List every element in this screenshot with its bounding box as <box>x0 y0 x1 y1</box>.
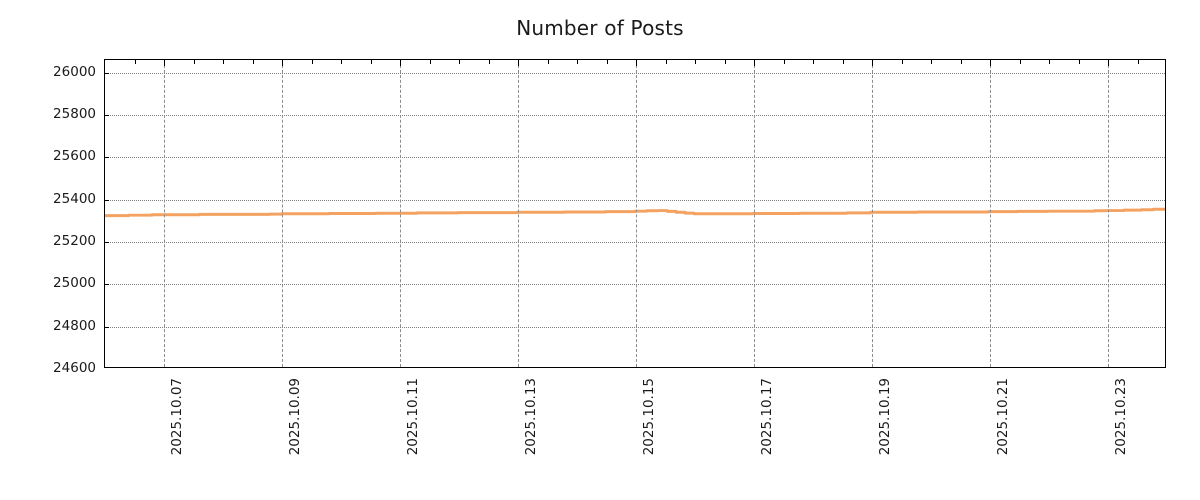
x-axis-tick-mark <box>1108 60 1109 66</box>
x-axis-minor-tick-mark <box>488 60 490 64</box>
gridline-horizontal <box>105 115 1165 117</box>
x-axis-tick-label: 2025.10.15 <box>641 378 657 456</box>
x-axis-tick-mark <box>400 60 401 66</box>
y-axis-tick-label: 25400 <box>53 190 96 207</box>
x-axis-minor-tick-mark <box>547 60 549 64</box>
x-axis-minor-tick-mark <box>1137 60 1139 64</box>
plot-inner <box>105 60 1165 367</box>
x-axis-minor-tick-mark <box>901 60 903 64</box>
x-axis-tick-labels: 2025.10.07 2025.10.09 2025.10.11 2025.10.13… <box>104 368 1166 498</box>
gridline-vertical <box>754 60 755 367</box>
gridline-vertical <box>636 60 637 367</box>
y-axis-tick-mark <box>105 199 109 201</box>
x-axis-tick-label: 2025.10.11 <box>405 378 421 456</box>
y-axis-tick-mark <box>105 242 109 243</box>
x-axis-tick-mark <box>990 60 991 66</box>
y-axis-tick-mark <box>105 115 109 117</box>
x-axis-minor-tick-mark <box>1049 60 1050 64</box>
y-axis-tick-labels: 26000 25800 25600 25400 25200 25000 24800 24600 <box>0 59 96 376</box>
gridline-vertical <box>282 60 283 367</box>
y-axis-tick-label: 25600 <box>53 148 96 165</box>
x-axis-tick-label: 2025.10.23 <box>1113 378 1129 456</box>
x-axis-minor-tick-mark <box>724 60 726 64</box>
x-axis-minor-tick-mark <box>341 60 342 64</box>
x-axis-minor-tick-mark <box>429 60 431 64</box>
x-axis-minor-tick-mark <box>606 60 608 64</box>
x-axis-minor-tick-mark <box>842 60 844 64</box>
x-axis-tick-label: 2025.10.21 <box>995 378 1011 456</box>
gridline-horizontal <box>105 242 1165 243</box>
gridline-horizontal <box>105 326 1165 328</box>
x-axis-tick-label: 2025.10.17 <box>759 378 775 456</box>
x-axis-minor-tick-mark <box>311 60 313 64</box>
x-axis-minor-tick-mark <box>134 60 136 64</box>
x-axis-tick-mark <box>164 60 165 66</box>
x-axis-minor-tick-mark <box>252 60 254 64</box>
x-axis-minor-tick-mark <box>223 60 224 64</box>
x-axis-minor-tick-mark <box>1019 60 1021 64</box>
y-axis-tick-mark <box>105 157 109 159</box>
y-axis-tick-mark <box>105 326 109 328</box>
x-axis-minor-tick-mark <box>813 60 814 64</box>
gridline-vertical <box>1108 60 1109 367</box>
y-axis-tick-label: 26000 <box>53 63 96 80</box>
x-axis-tick-mark <box>754 60 755 66</box>
y-axis-tick-label: 25200 <box>53 233 96 249</box>
x-axis-minor-tick-mark <box>370 60 372 64</box>
y-axis-tick-label: 25800 <box>53 106 96 123</box>
x-axis-tick-label: 2025.10.13 <box>523 378 539 456</box>
gridline-vertical <box>990 60 991 367</box>
x-axis-minor-tick-mark <box>193 60 195 64</box>
y-axis-tick-label: 24800 <box>53 317 96 334</box>
plot-area <box>104 59 1166 368</box>
x-axis-minor-tick-mark <box>577 60 578 64</box>
gridline-horizontal <box>105 199 1165 201</box>
gridline-vertical <box>164 60 165 367</box>
x-axis-tick-mark <box>282 60 283 66</box>
y-axis-tick-mark <box>105 284 109 286</box>
y-axis-tick-label: 24600 <box>53 360 96 376</box>
x-axis-minor-tick-mark <box>931 60 932 64</box>
x-axis-tick-mark <box>872 60 873 66</box>
x-axis-minor-tick-mark <box>1078 60 1080 64</box>
x-axis-minor-tick-mark <box>783 60 785 64</box>
x-axis-minor-tick-mark <box>665 60 667 64</box>
x-axis-tick-label: 2025.10.19 <box>877 378 893 456</box>
gridline-vertical <box>400 60 401 367</box>
data-line-series <box>105 207 1165 218</box>
x-axis-tick-label: 2025.10.07 <box>169 378 185 456</box>
x-axis-tick-mark <box>518 60 519 66</box>
y-axis-tick-mark <box>105 72 109 74</box>
x-axis-minor-tick-mark <box>459 60 460 64</box>
y-axis-tick-label: 25000 <box>53 275 96 292</box>
x-axis-tick-label: 2025.10.09 <box>287 378 303 456</box>
series-polyline <box>105 207 1165 218</box>
gridline-horizontal <box>105 284 1165 286</box>
x-axis-tick-mark <box>636 60 637 66</box>
chart-title: Number of Posts <box>516 16 684 40</box>
gridline-vertical <box>872 60 873 367</box>
x-axis-minor-tick-mark <box>695 60 696 64</box>
gridline-horizontal <box>105 72 1165 74</box>
gridline-vertical <box>518 60 519 367</box>
gridline-horizontal <box>105 157 1165 159</box>
x-axis-minor-tick-mark <box>960 60 962 64</box>
